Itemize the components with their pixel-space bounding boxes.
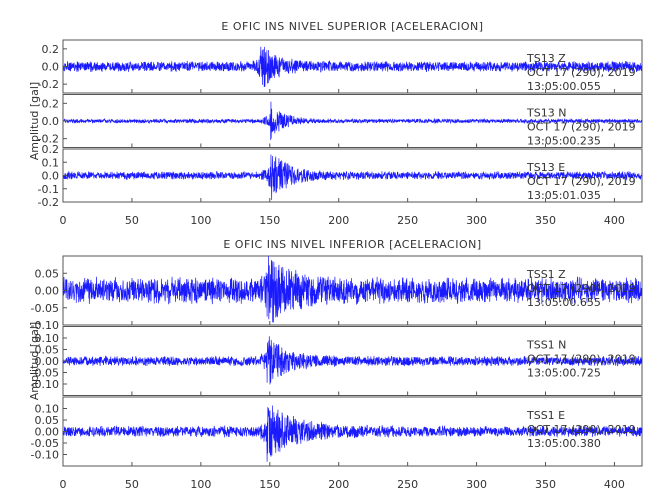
x-tick-label: 100 <box>190 214 211 227</box>
y-tick-label: 0.10 <box>35 332 60 345</box>
x-tick-label: 300 <box>466 214 487 227</box>
channel-label: TSS1 Z <box>526 268 566 281</box>
time-label: 13:05:01.035 <box>527 189 601 202</box>
time-label: 13:05:00.655 <box>527 296 601 309</box>
y-tick-label: -0.05 <box>31 437 59 450</box>
time-label: 13:05:00.235 <box>527 135 601 148</box>
y-tick-label: -0.05 <box>31 302 59 315</box>
y-tick-label: 0.1 <box>42 156 60 169</box>
series-line-tss1-n <box>62 336 643 385</box>
y-axis-label: Amplitud [gal] <box>28 82 41 160</box>
date-label: OCT 17 (290), 2019 <box>527 175 636 188</box>
series-line-ts13-n <box>62 101 643 141</box>
time-label: 13:05:00.380 <box>527 437 601 450</box>
y-tick-label: -0.2 <box>38 196 59 209</box>
channel-label: TS13 E <box>526 161 565 174</box>
y-tick-label: 0.00 <box>35 355 60 368</box>
x-tick-label: 200 <box>328 214 349 227</box>
x-tick-label: 250 <box>397 478 418 491</box>
x-tick-label: 150 <box>259 478 280 491</box>
y-tick-label: -0.10 <box>31 319 59 332</box>
x-tick-label: 0 <box>60 214 67 227</box>
x-tick-label: 50 <box>125 214 139 227</box>
y-tick-label: 0.00 <box>35 285 60 298</box>
chart-title: E OFIC INS NIVEL INFERIOR [ACELERACION] <box>223 238 481 251</box>
date-label: OCT 17 (290), 2019 <box>527 282 636 295</box>
time-label: 13:05:00.725 <box>527 367 601 380</box>
date-label: OCT 17 (290), 2019 <box>527 423 636 436</box>
y-tick-label: -0.2 <box>38 133 59 146</box>
channel-label: TSS1 E <box>526 409 565 422</box>
x-tick-label: 300 <box>466 478 487 491</box>
y-tick-label: 0.10 <box>35 403 60 416</box>
x-tick-label: 400 <box>604 478 625 491</box>
y-tick-label: 0.2 <box>42 43 60 56</box>
channel-label: TS13 Z <box>526 52 566 65</box>
y-tick-label: -0.05 <box>31 367 59 380</box>
x-tick-label: 200 <box>328 478 349 491</box>
date-label: OCT 17 (290), 2019 <box>527 353 636 366</box>
y-tick-label: -0.2 <box>38 78 59 91</box>
y-tick-label: 0.00 <box>35 426 60 439</box>
y-axis-label: Amplitud [gal] <box>28 322 41 400</box>
y-tick-label: 0.2 <box>42 97 60 110</box>
date-label: OCT 17 (290), 2019 <box>527 121 636 134</box>
series-line-ts13-z <box>62 46 643 88</box>
date-label: OCT 17 (290), 2019 <box>527 66 636 79</box>
x-tick-label: 350 <box>535 478 556 491</box>
x-tick-label: 150 <box>259 214 280 227</box>
time-label: 13:05:00.055 <box>527 80 601 93</box>
series-line-tss1-z <box>62 255 643 323</box>
x-tick-label: 250 <box>397 214 418 227</box>
channel-label: TSS1 N <box>526 339 566 352</box>
x-tick-label: 100 <box>190 478 211 491</box>
x-tick-label: 400 <box>604 214 625 227</box>
series-line-ts13-e <box>62 154 643 201</box>
y-tick-label: 0.0 <box>42 170 60 183</box>
y-tick-label: -0.10 <box>31 449 59 462</box>
y-tick-label: 0.05 <box>35 414 60 427</box>
y-tick-label: 0.2 <box>42 143 60 156</box>
x-tick-label: 0 <box>60 478 67 491</box>
y-tick-label: -0.10 <box>31 378 59 391</box>
channel-label: TS13 N <box>526 107 566 120</box>
y-tick-label: 0.05 <box>35 344 60 357</box>
series-line-tss1-e <box>62 405 643 462</box>
x-tick-label: 50 <box>125 478 139 491</box>
y-tick-label: 0.05 <box>35 267 60 280</box>
y-tick-label: 0.0 <box>42 115 60 128</box>
chart-title: E OFIC INS NIVEL SUPERIOR [ACELERACION] <box>221 20 483 33</box>
y-tick-label: 0.0 <box>42 61 60 74</box>
y-tick-label: -0.1 <box>38 183 59 196</box>
x-tick-label: 350 <box>535 214 556 227</box>
